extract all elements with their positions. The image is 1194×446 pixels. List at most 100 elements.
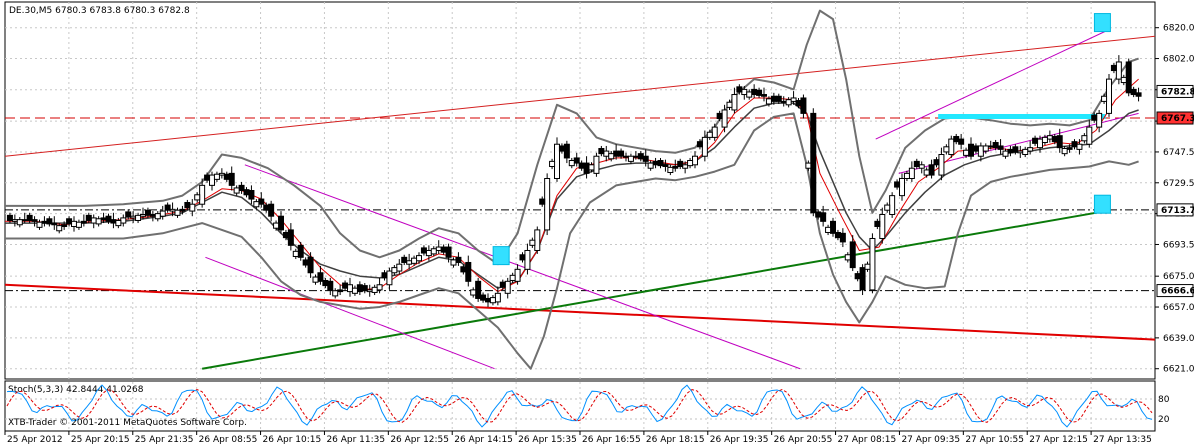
channel-upper-red <box>4 35 1156 157</box>
channel-lower-red <box>4 283 1156 341</box>
price-bar-body <box>864 263 871 270</box>
price-bar-body <box>21 219 28 222</box>
price-bar-body <box>554 143 560 180</box>
price-bar-body <box>263 204 270 211</box>
price-bar-body <box>711 126 718 138</box>
price-bar-body <box>105 215 112 222</box>
price-bar-body <box>977 145 984 157</box>
price-bar-body <box>342 282 349 289</box>
price-bar-body <box>618 150 625 157</box>
price-bar-body <box>258 198 265 205</box>
price-bar-body <box>51 222 58 226</box>
price-bar-body <box>780 100 787 103</box>
price-bar-body <box>1007 148 1014 154</box>
price-bar-body <box>859 267 866 291</box>
price-bar-body <box>539 198 546 205</box>
y-tick-label: 6802.0 <box>1163 55 1194 65</box>
price-bar-body <box>913 160 920 168</box>
price-bar-body <box>869 237 876 291</box>
price-bar-body <box>46 218 53 225</box>
price-bar-body <box>672 166 679 169</box>
price-bar-body <box>322 279 329 287</box>
x-tick-label: 27 Apr 09:35 <box>901 435 960 445</box>
price-bar-body <box>627 155 634 162</box>
price-bar-body <box>307 256 314 274</box>
chart-title: DE.30,M5 6780.3 6783.8 6780.3 6782.8 <box>9 6 190 16</box>
price-bar-body <box>514 268 521 282</box>
price-bar-body <box>85 214 92 221</box>
price-bar-body <box>751 88 758 96</box>
price-label-text: 6666.6 <box>1161 287 1194 297</box>
price-bar-body <box>534 229 541 251</box>
price-bar-body <box>287 229 294 246</box>
price-bar-body <box>475 280 482 299</box>
price-bar-body <box>485 297 491 303</box>
price-bar-body <box>337 289 344 293</box>
price-bar-body <box>1115 61 1122 80</box>
price-bar-body <box>844 254 851 261</box>
x-tick-label: 26 Apr 15:35 <box>518 435 577 445</box>
price-bar-body <box>36 221 43 228</box>
price-bar-body <box>908 167 915 180</box>
price-bar-body <box>504 280 511 294</box>
price-bar-body <box>420 247 427 254</box>
price-bar-body <box>273 222 280 229</box>
stoch-tick-20: 20 <box>1158 415 1170 425</box>
price-label-box <box>1156 203 1194 217</box>
price-bar-body <box>1091 114 1098 121</box>
price-bar-body <box>761 94 767 97</box>
price-bar-body <box>396 263 403 272</box>
x-tick-label: 26 Apr 11:35 <box>326 435 385 445</box>
price-bar-body <box>820 212 827 222</box>
price-bar-body <box>938 154 945 176</box>
price-bar-body <box>632 155 639 158</box>
price-bar-body <box>125 211 132 218</box>
x-tick-label: 26 Apr 18:15 <box>646 435 705 445</box>
price-bar-body <box>948 138 955 156</box>
price-bar-body <box>1056 135 1063 149</box>
price-bar-body <box>790 97 797 102</box>
price-bar-body <box>470 289 477 296</box>
price-bar-body <box>953 136 960 143</box>
price-bar-body <box>130 215 137 219</box>
price-bar-body <box>968 143 974 157</box>
y-tick-label: 6729.5 <box>1163 179 1194 189</box>
price-label-text: 6767.3 <box>1161 114 1194 124</box>
price-bar-body <box>480 294 487 301</box>
price-bar-body <box>376 284 383 291</box>
price-bar-body <box>623 155 629 158</box>
price-bar-body <box>830 220 836 234</box>
price-bar-body <box>544 178 551 231</box>
price-bar-body <box>603 150 610 157</box>
price-label-box <box>1156 284 1194 298</box>
grid <box>5 2 1155 430</box>
price-bar-body <box>499 281 506 288</box>
price-bar-body <box>647 162 654 169</box>
stochastic-panel[interactable]: Stoch(5,3,3) 42.8444 41.0268 80 20 XTB-T… <box>4 380 1170 432</box>
x-tick-label: 26 Apr 20:55 <box>774 435 833 445</box>
price-bar-body <box>889 195 896 215</box>
price-bar-body <box>770 95 777 102</box>
price-bar-body <box>815 211 822 218</box>
y-tick-label: 6747.5 <box>1163 148 1194 158</box>
channel-magenta-asc <box>875 30 1106 140</box>
price-labels: 6782.8 6767.3 6713.7 6666.6 <box>1156 84 1194 298</box>
price-bar-body <box>756 89 763 96</box>
price-bar-body <box>923 169 930 176</box>
price-bar-body <box>785 99 792 106</box>
price-bar-body <box>228 172 235 186</box>
price-bar-body <box>982 145 989 152</box>
main-plot-area[interactable] <box>4 1 1156 430</box>
price-bar-body <box>692 155 698 166</box>
price-bar-body <box>810 112 817 214</box>
y-tick-label: 6675.0 <box>1163 272 1194 282</box>
price-bar-body <box>75 221 82 228</box>
x-tick-label: 26 Apr 08:55 <box>199 435 258 445</box>
price-bar-body <box>11 219 18 222</box>
price-bar-body <box>588 164 595 171</box>
price-bar-body <box>608 153 615 160</box>
price-bar-body <box>411 257 418 264</box>
price-bar-body <box>1106 78 1112 114</box>
price-bar-body <box>347 284 353 293</box>
